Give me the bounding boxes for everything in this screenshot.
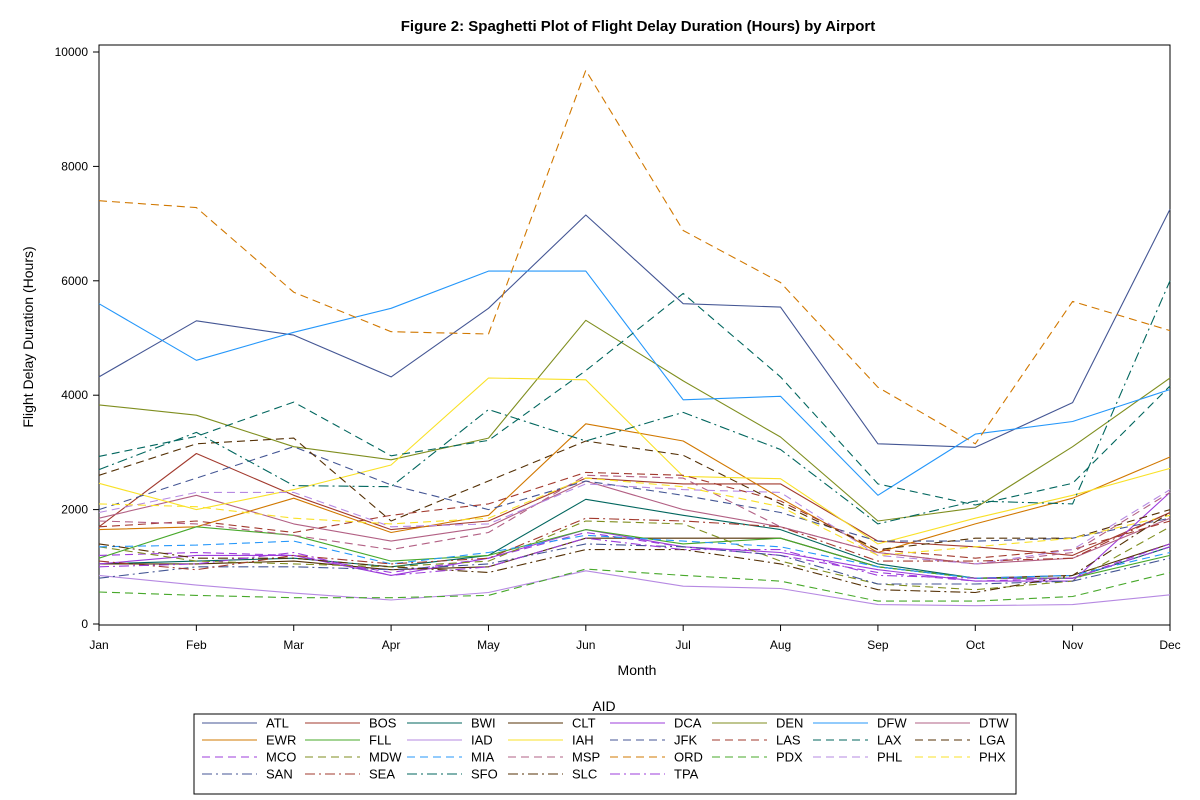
- legend-label-jfk: JFK: [674, 733, 697, 748]
- legend-label-mdw: MDW: [369, 750, 402, 765]
- x-tick-label: Dec: [1159, 638, 1180, 652]
- x-tick-label: Jun: [576, 638, 595, 652]
- y-tick-label: 8000: [61, 159, 88, 173]
- legend-label-mia: MIA: [471, 750, 494, 765]
- series-line-phl: [98, 483, 1171, 565]
- x-tick-label: Jan: [89, 638, 108, 652]
- legend-label-den: DEN: [776, 716, 803, 731]
- series-lines: [98, 69, 1171, 607]
- y-axis: 0 2000 4000 6000 8000 10000: [55, 45, 99, 631]
- x-tick-label: Nov: [1062, 638, 1083, 652]
- legend-label-mco: MCO: [266, 750, 296, 765]
- series-line-pdx: [98, 568, 1171, 602]
- legend-label-bwi: BWI: [471, 716, 496, 731]
- x-tick-label: Apr: [382, 638, 401, 652]
- legend-label-msp: MSP: [572, 750, 600, 765]
- series-line-jfk: [98, 446, 1171, 542]
- series-line-mco: [98, 531, 1171, 582]
- legend-label-phl: PHL: [877, 750, 902, 765]
- series-line-ewr: [98, 423, 1171, 554]
- chart-title: Figure 2: Spaghetti Plot of Flight Delay…: [401, 18, 875, 35]
- series-line-den: [98, 319, 1171, 522]
- series-line-tpa: [98, 537, 1171, 579]
- series-line-ord: [98, 69, 1171, 445]
- legend-label-pdx: PDX: [776, 750, 803, 765]
- series-line-phx: [98, 477, 1171, 556]
- legend-label-ewr: EWR: [266, 733, 296, 748]
- legend-label-slc: SLC: [572, 767, 597, 782]
- x-axis: Jan Feb Mar Apr May Jun Jul Aug Sep Oct Nov Dec: [89, 625, 1181, 652]
- y-tick-label: 2000: [61, 503, 88, 517]
- series-line-bos: [98, 452, 1171, 556]
- legend: AID ATL BOS BWI CLT DCA DEN DFW DTW EWR FLL IAD IAH…: [193, 698, 1017, 795]
- legend-items: ATL BOS BWI CLT DCA DEN DFW DTW EWR FLL IAD IAH JFK L…: [202, 716, 1009, 782]
- legend-label-bos: BOS: [369, 716, 397, 731]
- series-line-atl: [98, 209, 1171, 448]
- series-line-sea: [98, 512, 1171, 571]
- legend-label-sea: SEA: [369, 767, 395, 782]
- series-line-dtw: [98, 480, 1171, 565]
- x-axis-title: Month: [618, 662, 657, 678]
- x-tick-label: May: [477, 638, 500, 652]
- x-tick-label: Aug: [770, 638, 791, 652]
- legend-label-iad: IAD: [471, 733, 493, 748]
- y-tick-label: 10000: [55, 45, 89, 59]
- legend-label-atl: ATL: [266, 716, 289, 731]
- series-line-sfo: [98, 280, 1171, 525]
- legend-label-ord: ORD: [674, 750, 703, 765]
- legend-label-phx: PHX: [979, 750, 1006, 765]
- legend-label-dfw: DFW: [877, 716, 907, 731]
- y-tick-label: 6000: [61, 274, 88, 288]
- legend-label-dca: DCA: [674, 716, 702, 731]
- legend-label-tpa: TPA: [674, 767, 699, 782]
- series-line-iah: [98, 377, 1171, 545]
- x-tick-label: Oct: [966, 638, 985, 652]
- legend-label-las: LAS: [776, 733, 801, 748]
- y-axis-title: Flight Delay Duration (Hours): [20, 246, 36, 427]
- x-tick-label: Feb: [186, 638, 207, 652]
- series-line-mdw: [98, 520, 1171, 591]
- legend-label-sfo: SFO: [471, 767, 498, 782]
- legend-title: AID: [592, 698, 615, 714]
- y-tick-label: 4000: [61, 388, 88, 402]
- legend-frame: [193, 713, 1017, 795]
- legend-label-lga: LGA: [979, 733, 1005, 748]
- series-line-dfw: [98, 270, 1171, 496]
- x-tick-label: Mar: [283, 638, 304, 652]
- series-line-slc: [98, 512, 1171, 594]
- series-line-las: [98, 471, 1171, 559]
- legend-label-clt: CLT: [572, 716, 596, 731]
- y-tick-label: 0: [81, 617, 88, 631]
- series-line-iad: [98, 570, 1171, 607]
- legend-label-san: SAN: [266, 767, 293, 782]
- x-tick-label: Sep: [867, 638, 889, 652]
- legend-label-dtw: DTW: [979, 716, 1009, 731]
- plot-frame: [98, 44, 1171, 626]
- legend-label-iah: IAH: [572, 733, 594, 748]
- x-tick-label: Jul: [676, 638, 691, 652]
- legend-label-fll: FLL: [369, 733, 391, 748]
- legend-label-lax: LAX: [877, 733, 902, 748]
- series-line-lga: [98, 437, 1171, 551]
